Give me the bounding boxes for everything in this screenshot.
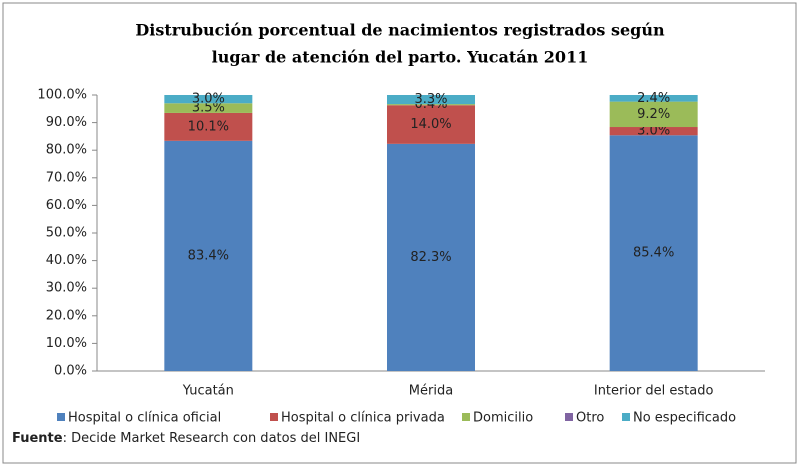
- bar-segment: [164, 112, 253, 141]
- chart-title: Distrubución porcentual de nacimientos r…: [135, 21, 665, 40]
- source-text: : Decide Market Research con datos del I…: [63, 431, 361, 446]
- y-tick-label: 30.0%: [46, 281, 87, 296]
- legend-swatch: [462, 413, 470, 421]
- data-label: 9.2%: [637, 107, 670, 122]
- y-tick-label: 40.0%: [46, 253, 87, 268]
- y-tick-label: 10.0%: [46, 336, 87, 351]
- bar-segment: [387, 95, 475, 105]
- data-label: 82.3%: [410, 250, 451, 265]
- legend-label: Otro: [576, 411, 604, 426]
- bar-segment: [609, 127, 698, 136]
- legend-swatch: [270, 413, 278, 421]
- y-tick-label: 80.0%: [46, 143, 87, 158]
- data-label: 3.3%: [414, 92, 447, 107]
- y-tick-label: 20.0%: [46, 308, 87, 323]
- data-label: 14.0%: [410, 117, 451, 132]
- y-tick-label: 60.0%: [46, 198, 87, 213]
- data-label: 83.4%: [188, 248, 229, 263]
- x-tick-label: Interior del estado: [594, 384, 714, 399]
- data-label: 85.4%: [633, 246, 674, 261]
- y-tick-label: 90.0%: [46, 115, 87, 130]
- x-tick-label: Mérida: [409, 384, 453, 399]
- data-label: 3.0%: [192, 92, 225, 107]
- legend-label: Hospital o clínica privada: [281, 411, 445, 426]
- bar-segment: [609, 95, 698, 102]
- bar-segment: [387, 143, 475, 371]
- source-label: Fuente: [12, 431, 63, 446]
- bar-segment: [164, 140, 253, 371]
- data-label: 3.0%: [637, 124, 670, 139]
- legend-label: No especificado: [633, 411, 736, 426]
- y-tick-label: 100.0%: [37, 88, 87, 103]
- chart-title: lugar de atención del parto. Yucatán 201…: [212, 48, 589, 67]
- data-label: 2.4%: [637, 91, 670, 106]
- legend-label: Domicilio: [473, 411, 533, 426]
- bar-segment: [609, 135, 698, 371]
- bar-segment: [164, 95, 253, 104]
- y-tick-label: 70.0%: [46, 170, 87, 185]
- legend-swatch: [565, 413, 573, 421]
- data-label: 3.5%: [192, 101, 225, 116]
- source: Fuente: Decide Market Research con datos…: [12, 431, 360, 446]
- legend-swatch: [57, 413, 65, 421]
- legend-swatch: [622, 413, 630, 421]
- data-label: 10.1%: [188, 119, 229, 134]
- y-tick-label: 0.0%: [54, 364, 87, 379]
- bar-segment: [164, 103, 253, 113]
- legend-label: Hospital o clínica oficial: [68, 411, 221, 426]
- bar-segment: [387, 105, 475, 144]
- bar-segment: [609, 101, 698, 128]
- bar-segment: [387, 104, 475, 106]
- y-tick-label: 50.0%: [46, 226, 87, 241]
- x-tick-label: Yucatán: [182, 384, 234, 399]
